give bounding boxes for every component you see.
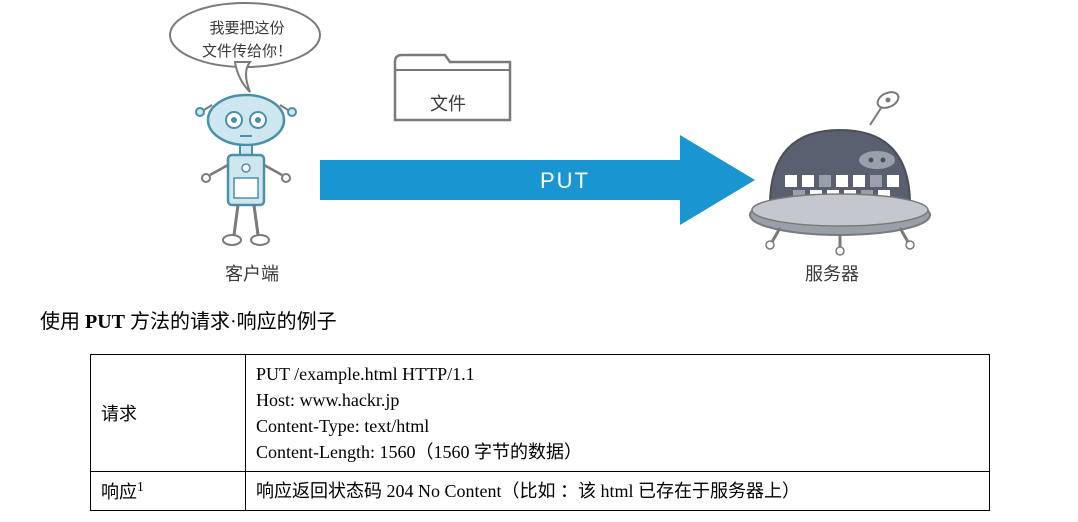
folder-label: 文件 [430, 90, 466, 116]
request-response-table: 请求 PUT /example.html HTTP/1.1 Host: www.… [90, 354, 990, 511]
response-label: 响应1 [91, 472, 246, 511]
put-diagram: 我要把这份 文件传给你！ 文件 PUT 客户端 服务器 [0, 0, 1078, 290]
heading-rest: 方法的请求·响应的例子 [125, 311, 337, 333]
request-label: 请求 [91, 355, 246, 472]
req-line4: Content-Length: 1560（1560 字节的数据） [256, 442, 582, 462]
server [750, 89, 930, 255]
client-label: 客户端 [225, 260, 279, 286]
response-content: 响应返回状态码 204 No Content（比如 ：该 html 已存在于服务… [246, 472, 990, 511]
req-line2: Host: www.hackr.jp [256, 390, 399, 410]
request-content: PUT /example.html HTTP/1.1 Host: www.hac… [246, 355, 990, 472]
server-label: 服务器 [805, 260, 859, 286]
section-heading: 使用 PUT 方法的请求·响应的例子 [40, 305, 1078, 334]
req-line1: PUT /example.html HTTP/1.1 [256, 364, 475, 384]
speech-line1: 我要把这份 [209, 20, 284, 37]
speech-bubble-text: 我要把这份 文件传给你！ [182, 18, 312, 63]
put-arrow [320, 135, 755, 225]
table-row: 请求 PUT /example.html HTTP/1.1 Host: www.… [91, 355, 990, 472]
table-row: 响应1 响应返回状态码 204 No Content（比如 ：该 html 已存… [91, 472, 990, 511]
req-line3: Content-Type: text/html [256, 416, 429, 436]
heading-prefix: 使用 [40, 311, 85, 333]
robot-client [196, 95, 296, 245]
speech-line2: 文件传给你！ [202, 43, 292, 60]
heading-bold: PUT [85, 311, 125, 333]
resp-footnote: 1 [137, 479, 144, 494]
resp-label-text: 响应 [101, 482, 137, 502]
arrow-label: PUT [540, 168, 590, 194]
